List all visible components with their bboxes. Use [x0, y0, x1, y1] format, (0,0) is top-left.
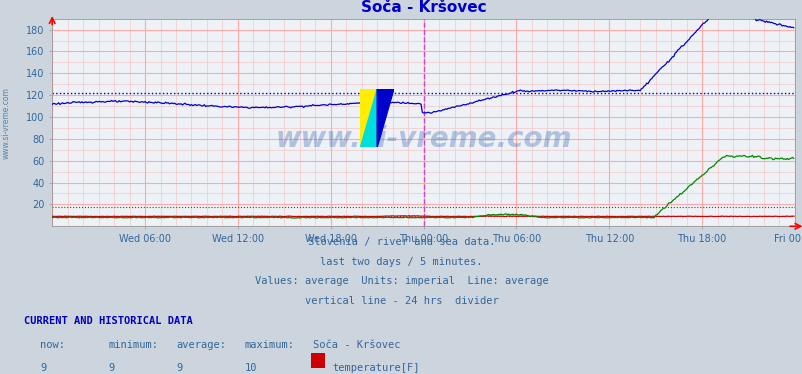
Text: 9: 9: [40, 363, 47, 373]
Text: www.si-vreme.com: www.si-vreme.com: [2, 88, 11, 159]
Text: Values: average  Units: imperial  Line: average: Values: average Units: imperial Line: av…: [254, 276, 548, 286]
Polygon shape: [377, 89, 394, 147]
Title: Soča - Kršovec: Soča - Kršovec: [360, 0, 486, 15]
Text: 9: 9: [108, 363, 115, 373]
Polygon shape: [360, 89, 377, 147]
Text: www.si-vreme.com: www.si-vreme.com: [275, 125, 571, 153]
Text: 9: 9: [176, 363, 183, 373]
Text: temperature[F]: temperature[F]: [332, 363, 419, 373]
Text: Soča - Kršovec: Soča - Kršovec: [313, 340, 400, 350]
Text: average:: average:: [176, 340, 226, 350]
Text: maximum:: maximum:: [245, 340, 294, 350]
Text: vertical line - 24 hrs  divider: vertical line - 24 hrs divider: [304, 296, 498, 306]
Text: CURRENT AND HISTORICAL DATA: CURRENT AND HISTORICAL DATA: [24, 316, 192, 326]
Polygon shape: [360, 89, 377, 147]
Text: now:: now:: [40, 340, 65, 350]
Text: minimum:: minimum:: [108, 340, 158, 350]
Text: last two days / 5 minutes.: last two days / 5 minutes.: [320, 257, 482, 267]
Text: Slovenia / river and sea data.: Slovenia / river and sea data.: [307, 237, 495, 248]
Text: 10: 10: [245, 363, 257, 373]
